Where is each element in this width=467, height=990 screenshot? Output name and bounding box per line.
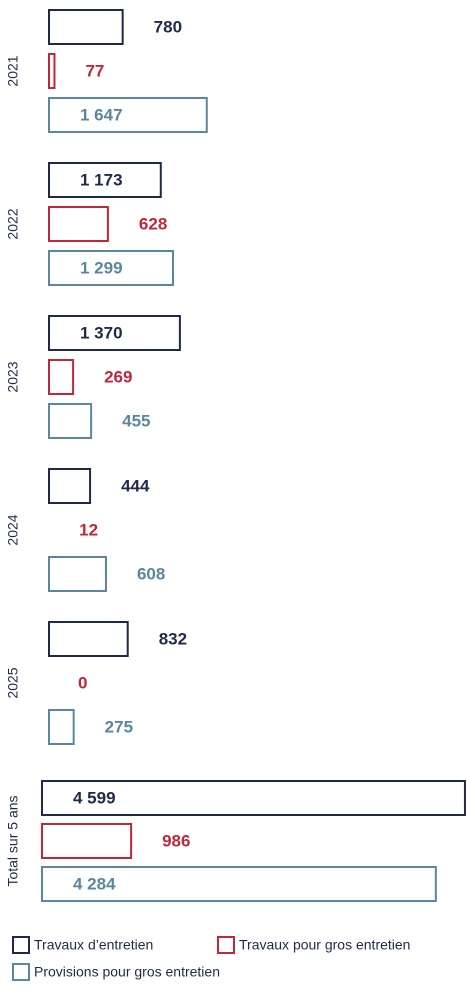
- bar: [48, 709, 75, 745]
- value-label: 608: [137, 564, 165, 583]
- value-label: 832: [159, 629, 187, 648]
- value-label: 628: [139, 214, 167, 233]
- bar: [48, 621, 129, 657]
- bar: [41, 780, 466, 816]
- value-label: 275: [105, 717, 133, 736]
- bar: [41, 823, 133, 859]
- value-label: 986: [162, 831, 190, 850]
- bar: [41, 866, 437, 902]
- value-label: 4 599: [73, 788, 116, 807]
- value-label: 1 370: [80, 323, 123, 342]
- bar: [48, 556, 107, 592]
- bar: [48, 206, 109, 242]
- value-label: 77: [85, 61, 104, 80]
- bar: [48, 359, 75, 395]
- bar: [48, 403, 93, 439]
- bar: [48, 9, 124, 45]
- value-label: 780: [154, 17, 182, 36]
- value-label: 1 173: [80, 170, 123, 189]
- value-label: 0: [78, 673, 87, 692]
- category-label: 2025: [5, 667, 21, 698]
- bar: [48, 97, 208, 133]
- value-label: 455: [122, 411, 150, 430]
- value-label: 1 647: [80, 105, 123, 124]
- bar: [48, 162, 162, 198]
- category-label: 2021: [5, 55, 21, 86]
- legend-swatch: [12, 963, 30, 981]
- legend-label: Travaux d’entretien: [34, 937, 153, 953]
- value-label: 12: [79, 520, 98, 539]
- value-label: 444: [121, 476, 150, 495]
- legend-label: Provisions pour gros entretien: [34, 964, 220, 980]
- bar: [48, 53, 56, 89]
- bar: [48, 250, 175, 286]
- value-label: 269: [104, 367, 132, 386]
- legend-label: Travaux pour gros entretien: [239, 937, 410, 953]
- category-label: 2023: [5, 361, 21, 392]
- value-label: 4 284: [73, 874, 116, 893]
- legend-swatch: [217, 936, 235, 954]
- category-label: 2024: [5, 514, 21, 545]
- category-label: Total sur 5 ans: [5, 795, 21, 886]
- value-label: 1 299: [80, 258, 123, 277]
- bar: [48, 468, 92, 504]
- category-label: 2022: [5, 208, 21, 239]
- bar: [48, 315, 181, 351]
- legend-swatch: [12, 936, 30, 954]
